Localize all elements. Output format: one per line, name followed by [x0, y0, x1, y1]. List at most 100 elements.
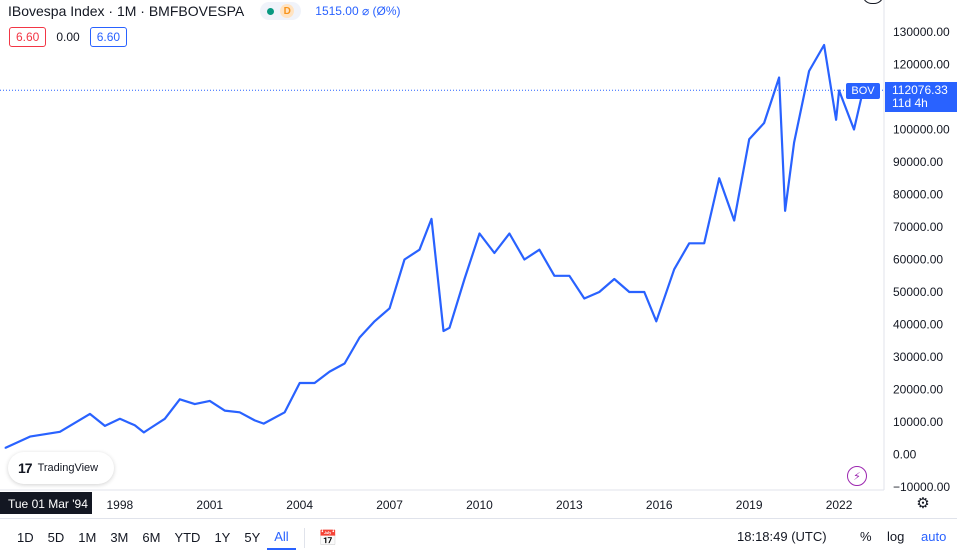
range-button-ytd[interactable]: YTD: [174, 530, 201, 545]
y-tick-label: 70000.00: [893, 220, 943, 234]
data-point: [643, 291, 645, 293]
data-point: [628, 291, 630, 293]
data-point: [119, 418, 121, 420]
legend-header: IBovespa Index · 1M · BMFBOVESPA D 1515.…: [8, 2, 401, 20]
y-tick-label: −10000.00: [893, 480, 950, 494]
range-button-all[interactable]: All: [267, 526, 296, 550]
data-point: [655, 320, 657, 322]
calendar-goto-icon[interactable]: 📅: [318, 529, 338, 547]
market-open-dot-icon: [267, 7, 275, 15]
y-tick-label: 90000.00: [893, 155, 943, 169]
y-axis-ticks: 130000.00120000.00110000.00100000.009000…: [893, 25, 950, 494]
last-price-value: 112076.33: [892, 83, 948, 97]
data-point: [149, 427, 151, 430]
log-toggle[interactable]: log: [887, 529, 905, 544]
data-point: [143, 431, 145, 433]
data-point: [284, 411, 286, 413]
data-point: [748, 138, 750, 140]
range-button-5y[interactable]: 5Y: [244, 530, 261, 545]
auto-toggle[interactable]: auto: [921, 529, 947, 544]
data-point: [239, 411, 241, 413]
range-button-1m[interactable]: 1M: [78, 530, 97, 545]
y-tick-label: 0.00: [893, 448, 917, 462]
x-axis-ticks: 1998 2001 2004 2007 2010 2013 2016 2019 2022: [107, 498, 853, 512]
data-point: [194, 403, 196, 405]
data-point: [344, 362, 346, 365]
x-tick-label: 2013: [556, 498, 583, 512]
data-point: [808, 70, 810, 72]
series-points: [4, 44, 864, 449]
range-button-6m[interactable]: 6M: [142, 530, 161, 545]
y-tick-label: 40000.00: [893, 318, 943, 332]
data-point: [493, 252, 496, 254]
price-chart[interactable]: 130000.00120000.00110000.00100000.009000…: [0, 0, 957, 518]
buy-price-box[interactable]: 6.60: [89, 27, 128, 47]
tradingview-logo-icon: 17: [18, 460, 33, 476]
x-tick-label: 2010: [466, 498, 493, 512]
data-point: [553, 275, 555, 277]
data-point: [703, 242, 705, 244]
tradingview-logo[interactable]: 17 TradingView: [8, 452, 114, 484]
data-point: [134, 424, 136, 426]
data-point: [430, 218, 433, 220]
data-point: [793, 141, 795, 144]
data-point: [29, 436, 31, 438]
data-point: [718, 177, 720, 179]
data-point: [179, 398, 181, 400]
y-tick-label: 130000.00: [893, 25, 950, 39]
symbol-title[interactable]: IBovespa Index · 1M · BMFBOVESPA: [8, 3, 245, 19]
percent-toggle[interactable]: %: [860, 529, 872, 544]
chart-area[interactable]: 130000.00120000.00110000.00100000.009000…: [0, 0, 957, 518]
toolbar-divider: [303, 527, 305, 548]
y-tick-label: 10000.00: [893, 415, 943, 429]
data-point: [418, 249, 421, 251]
spread-value: 0.00: [56, 30, 80, 44]
clock-time[interactable]: 18:18:49 (UTC): [737, 529, 827, 544]
market-status[interactable]: D: [260, 2, 302, 20]
x-tick-label: 2022: [826, 498, 853, 512]
symbol-tag: BOV: [846, 83, 880, 99]
data-point: [164, 418, 166, 420]
data-point: [538, 249, 540, 251]
data-point: [314, 382, 316, 384]
data-point: [688, 242, 690, 244]
lightning-icon[interactable]: ⚡: [847, 466, 867, 486]
data-point: [784, 210, 786, 212]
price-boxes: 6.60 0.00 6.60: [9, 27, 128, 47]
x-tick-label: 2016: [646, 498, 673, 512]
bottom-toolbar: 1D 5D 1M 3M 6M YTD 1Y 5Y All 📅 18:18:49 (UTC) % …: [0, 518, 957, 556]
data-point: [823, 44, 825, 46]
data-point: [388, 307, 391, 309]
data-point: [838, 89, 840, 92]
y-tick-label: 60000.00: [893, 253, 943, 267]
data-point: [299, 382, 301, 384]
data-point: [358, 336, 361, 339]
data-point: [59, 431, 61, 433]
data-point: [442, 330, 445, 332]
data-point: [763, 122, 765, 124]
data-point: [373, 320, 376, 322]
range-button-1d[interactable]: 1D: [17, 530, 34, 545]
range-button-5d[interactable]: 5D: [47, 530, 65, 545]
data-point: [263, 423, 265, 425]
data-point: [89, 413, 91, 415]
x-tick-label: 1998: [107, 498, 134, 512]
sell-price-box[interactable]: 6.60: [9, 27, 47, 47]
range-button-3m[interactable]: 3M: [110, 530, 129, 545]
data-point: [403, 258, 406, 261]
data-point: [598, 291, 600, 293]
y-tick-label: 100000.00: [893, 123, 950, 137]
bar-countdown: 11d 4h: [892, 96, 928, 110]
data-point: [254, 419, 256, 421]
range-button-1y[interactable]: 1Y: [214, 530, 231, 545]
data-point: [778, 76, 780, 79]
data-point: [224, 410, 226, 412]
y-tick-label: 120000.00: [893, 58, 950, 72]
gear-icon[interactable]: ⚙: [916, 495, 930, 512]
data-point: [568, 275, 570, 277]
series-line: [4, 43, 865, 450]
y-tick-label: 80000.00: [893, 188, 943, 202]
data-point: [104, 425, 106, 427]
crosshair-date-bg: [0, 492, 92, 514]
change-value: 1515.00 ⌀ (Ø%): [315, 4, 401, 18]
